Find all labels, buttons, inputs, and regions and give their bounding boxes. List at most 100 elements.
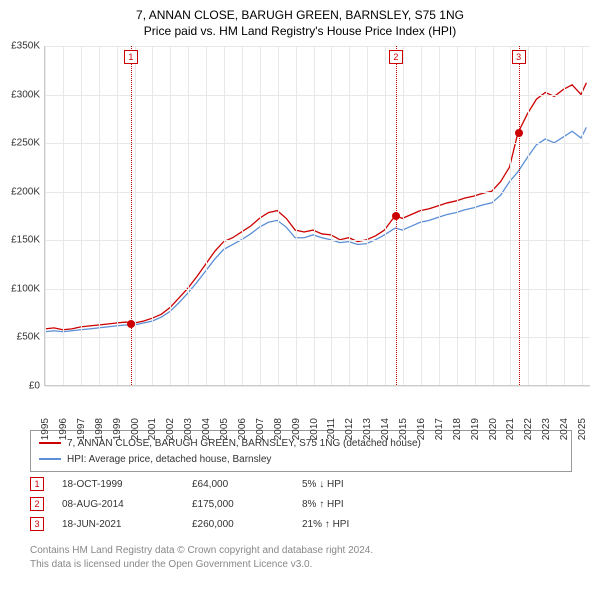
event-price-3: £260,000 xyxy=(192,519,302,530)
gridline-v xyxy=(546,46,547,385)
x-tick-label: 2001 xyxy=(147,418,158,440)
x-tick-label: 2002 xyxy=(165,418,176,440)
event-date-2: 08-AUG-2014 xyxy=(62,499,192,510)
gridline-h xyxy=(45,192,590,193)
gridline-v xyxy=(367,46,368,385)
y-tick-label: £350K xyxy=(0,41,40,52)
event-row-2: 2 08-AUG-2014 £175,000 8% ↑ HPI xyxy=(30,494,572,514)
event-marker-dot xyxy=(392,212,400,220)
chart-title: 7, ANNAN CLOSE, BARUGH GREEN, BARNSLEY, … xyxy=(0,8,600,22)
gridline-v xyxy=(493,46,494,385)
x-tick-label: 2016 xyxy=(416,418,427,440)
y-tick-label: £250K xyxy=(0,138,40,149)
gridline-v xyxy=(170,46,171,385)
event-marker-badge: 3 xyxy=(512,50,526,64)
gridline-v xyxy=(278,46,279,385)
event-price-1: £64,000 xyxy=(192,479,302,490)
legend-swatch-property xyxy=(39,442,61,444)
gridline-v xyxy=(206,46,207,385)
x-tick-label: 2010 xyxy=(309,418,320,440)
event-marker-dot xyxy=(127,320,135,328)
plot-area: 1 2 3 xyxy=(44,46,590,386)
series-line-property xyxy=(45,83,586,330)
x-tick-label: 2013 xyxy=(362,418,373,440)
event-marker-line xyxy=(131,46,132,385)
x-tick-label: 1995 xyxy=(40,418,51,440)
x-tick-label: 2022 xyxy=(523,418,534,440)
y-tick-label: £200K xyxy=(0,186,40,197)
gridline-v xyxy=(117,46,118,385)
legend-item-hpi: HPI: Average price, detached house, Barn… xyxy=(39,451,563,467)
x-tick-label: 2024 xyxy=(559,418,570,440)
gridline-v xyxy=(582,46,583,385)
legend-label-hpi: HPI: Average price, detached house, Barn… xyxy=(67,454,271,465)
gridline-h xyxy=(45,289,590,290)
event-marker-badge: 2 xyxy=(389,50,403,64)
x-tick-label: 2003 xyxy=(183,418,194,440)
x-tick-label: 2006 xyxy=(237,418,248,440)
chart-subtitle: Price paid vs. HM Land Registry's House … xyxy=(0,24,600,38)
x-tick-label: 2018 xyxy=(452,418,463,440)
gridline-h xyxy=(45,95,590,96)
gridline-v xyxy=(260,46,261,385)
x-tick-label: 2005 xyxy=(219,418,230,440)
chart-container: 7, ANNAN CLOSE, BARUGH GREEN, BARNSLEY, … xyxy=(0,0,600,590)
x-tick-label: 2021 xyxy=(505,418,516,440)
x-tick-label: 2025 xyxy=(577,418,588,440)
gridline-h xyxy=(45,143,590,144)
event-marker-line xyxy=(519,46,520,385)
series-line-hpi xyxy=(45,127,586,331)
gridline-v xyxy=(63,46,64,385)
gridline-v xyxy=(349,46,350,385)
gridline-v xyxy=(421,46,422,385)
gridline-v xyxy=(564,46,565,385)
x-tick-label: 2004 xyxy=(201,418,212,440)
events-table: 1 18-OCT-1999 £64,000 5% ↓ HPI 2 08-AUG-… xyxy=(30,474,572,534)
x-tick-label: 1999 xyxy=(112,418,123,440)
gridline-v xyxy=(528,46,529,385)
event-diff-2: 8% ↑ HPI xyxy=(302,499,412,510)
gridline-h xyxy=(45,386,590,387)
x-tick-label: 1997 xyxy=(76,418,87,440)
y-tick-label: £300K xyxy=(0,89,40,100)
gridline-v xyxy=(152,46,153,385)
attribution: Contains HM Land Registry data © Crown c… xyxy=(30,544,373,571)
x-tick-label: 2009 xyxy=(291,418,302,440)
gridline-v xyxy=(81,46,82,385)
event-badge-2: 2 xyxy=(30,497,44,511)
event-price-2: £175,000 xyxy=(192,499,302,510)
event-row-1: 1 18-OCT-1999 £64,000 5% ↓ HPI xyxy=(30,474,572,494)
event-date-1: 18-OCT-1999 xyxy=(62,479,192,490)
x-tick-label: 2014 xyxy=(380,418,391,440)
event-diff-3: 21% ↑ HPI xyxy=(302,519,412,530)
gridline-v xyxy=(439,46,440,385)
gridline-v xyxy=(314,46,315,385)
event-badge-3: 3 xyxy=(30,517,44,531)
gridline-v xyxy=(385,46,386,385)
x-tick-label: 2020 xyxy=(488,418,499,440)
x-tick-label: 1998 xyxy=(94,418,105,440)
x-tick-label: 2007 xyxy=(255,418,266,440)
gridline-h xyxy=(45,240,590,241)
y-tick-label: £100K xyxy=(0,283,40,294)
x-tick-label: 2000 xyxy=(130,418,141,440)
gridline-v xyxy=(403,46,404,385)
event-marker-badge: 1 xyxy=(124,50,138,64)
event-date-3: 18-JUN-2021 xyxy=(62,519,192,530)
gridline-v xyxy=(99,46,100,385)
y-tick-label: £150K xyxy=(0,235,40,246)
gridline-h xyxy=(45,337,590,338)
event-row-3: 3 18-JUN-2021 £260,000 21% ↑ HPI xyxy=(30,514,572,534)
x-tick-label: 2023 xyxy=(541,418,552,440)
gridline-v xyxy=(296,46,297,385)
x-tick-label: 1996 xyxy=(58,418,69,440)
gridline-v xyxy=(457,46,458,385)
x-tick-label: 2015 xyxy=(398,418,409,440)
gridline-v xyxy=(475,46,476,385)
legend-swatch-hpi xyxy=(39,458,61,460)
x-tick-label: 2012 xyxy=(344,418,355,440)
gridline-v xyxy=(331,46,332,385)
attribution-line-2: This data is licensed under the Open Gov… xyxy=(30,558,373,572)
chart-svg xyxy=(45,46,590,385)
gridline-v xyxy=(135,46,136,385)
